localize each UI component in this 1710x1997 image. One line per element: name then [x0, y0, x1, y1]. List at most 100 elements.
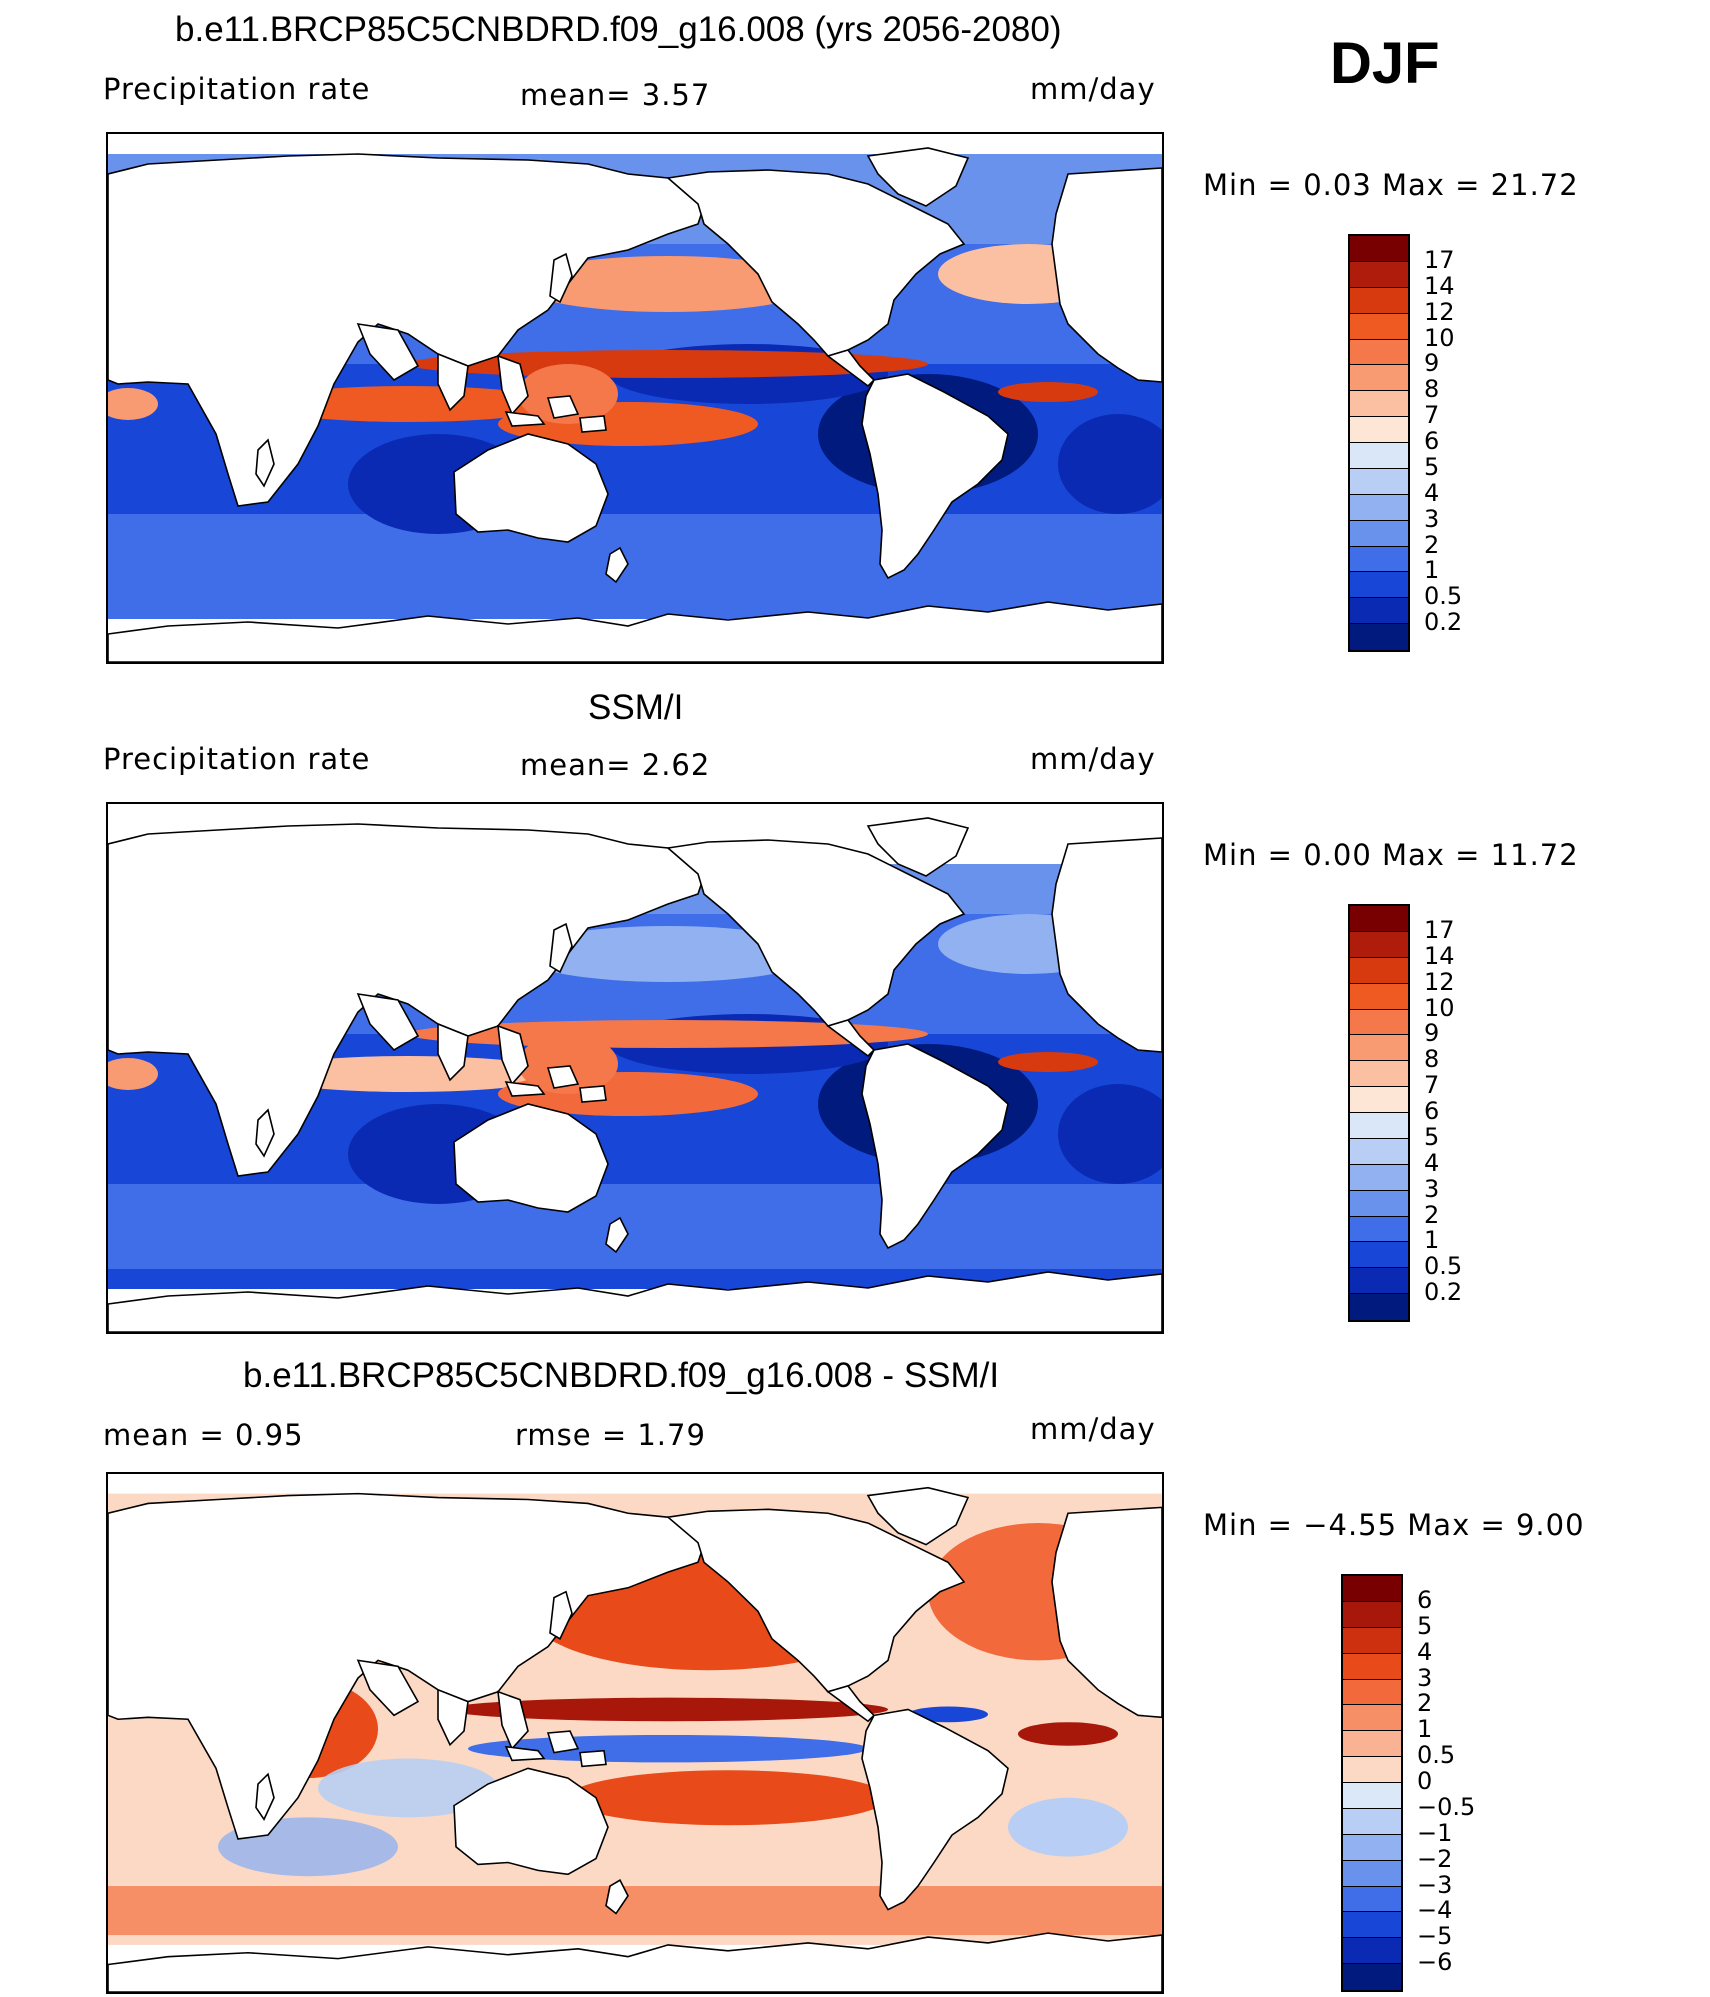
- warm-pool: [518, 1034, 618, 1094]
- color-scale-tick-label: 10: [1424, 323, 1455, 352]
- color-scale-swatch: [1350, 931, 1408, 958]
- warm-pool: [518, 364, 618, 424]
- color-scale-tick-label: 17: [1424, 915, 1455, 944]
- color-scale-tick-label: 0.2: [1424, 608, 1463, 637]
- color-scale-tick-label: 14: [1424, 271, 1455, 300]
- color-scale-swatch: [1343, 1860, 1401, 1887]
- color-scale-tick-label: −1: [1417, 1818, 1453, 1847]
- color-scale: [1348, 234, 1410, 652]
- color-scale-swatch: [1350, 1035, 1408, 1062]
- color-scale-tick-label: 5: [1424, 1122, 1440, 1151]
- color-scale-swatch: [1350, 365, 1408, 392]
- min-max-label: Min = 0.03 Max = 21.72: [1203, 168, 1579, 202]
- color-scale-swatch: [1350, 443, 1408, 469]
- mean-label: mean= 3.57: [520, 78, 711, 112]
- color-scale-swatch: [1343, 1679, 1401, 1706]
- color-scale-swatch: [1350, 520, 1408, 547]
- color-scale-swatch: [1350, 598, 1408, 625]
- negative-anomaly: [908, 1706, 988, 1723]
- color-scale-swatch: [1350, 1164, 1408, 1191]
- color-scale-tick-label: 8: [1424, 375, 1440, 404]
- color-scale-swatch: [1350, 1009, 1408, 1036]
- color-scale-tick-label: 0.5: [1424, 582, 1463, 611]
- itcz-band: [258, 1056, 558, 1092]
- color-scale-tick-label: 3: [1417, 1663, 1433, 1692]
- color-scale-tick-label: 17: [1424, 245, 1455, 274]
- positive-anomaly: [448, 1697, 888, 1722]
- color-scale-swatch: [1350, 468, 1408, 495]
- color-scale-swatch: [1343, 1938, 1401, 1965]
- color-scale-tick-label: 7: [1424, 1071, 1440, 1100]
- color-scale-tick-label: 6: [1424, 1097, 1440, 1125]
- color-scale-swatch: [1350, 624, 1408, 650]
- color-scale-tick-label: −5: [1417, 1922, 1453, 1951]
- itcz-band: [258, 386, 558, 422]
- color-scale-tick-label: 10: [1424, 993, 1455, 1022]
- color-scale-swatch: [1350, 1294, 1408, 1320]
- color-scale-swatch: [1350, 261, 1408, 288]
- color-scale-tick-label: 1: [1424, 1226, 1440, 1255]
- color-scale-tick-label: 8: [1424, 1045, 1440, 1074]
- panel-title: b.e11.BRCP85C5CNBDRD.f09_g16.008 (yrs 20…: [175, 10, 1062, 49]
- precip-map: [106, 132, 1164, 664]
- difference-field: [108, 1486, 1162, 1992]
- color-scale-swatch: [1350, 572, 1408, 599]
- color-scale-tick-label: 9: [1424, 1019, 1440, 1048]
- difference-map: [106, 1472, 1164, 1994]
- itcz-band: [108, 1058, 158, 1090]
- color-scale-tick-label: −2: [1417, 1844, 1453, 1873]
- units-label: mm/day: [1030, 72, 1156, 106]
- panel-title: b.e11.BRCP85C5CNBDRD.f09_g16.008 - SSM/I: [243, 1356, 1000, 1395]
- color-scale-swatch: [1350, 313, 1408, 340]
- atlantic-itcz: [998, 382, 1098, 402]
- positive-anomaly: [1018, 1722, 1118, 1746]
- season-label: DJF: [1330, 31, 1440, 96]
- color-scale-tick-label: 5: [1417, 1611, 1433, 1640]
- color-scale-tick-label: 6: [1424, 427, 1440, 455]
- color-scale-swatch: [1350, 494, 1408, 521]
- color-scale-tick-label: 0.5: [1417, 1741, 1456, 1770]
- color-scale-swatch: [1350, 417, 1408, 443]
- color-scale-tick-label: −6: [1417, 1948, 1453, 1977]
- min-max-label: Min = −4.55 Max = 9.00: [1203, 1508, 1585, 1542]
- storm-track: [518, 926, 818, 982]
- color-scale-tick-label: 2: [1424, 1200, 1440, 1229]
- color-scale-swatch: [1350, 546, 1408, 573]
- variable-label: Precipitation rate: [103, 742, 371, 776]
- color-scale-swatch: [1350, 1216, 1408, 1243]
- precip-field: [108, 804, 1162, 1332]
- color-scale-tick-label: 0: [1417, 1767, 1433, 1795]
- storm-track: [518, 256, 818, 312]
- southern-ocean-anomaly: [108, 1886, 1162, 1936]
- color-scale-swatch: [1343, 1912, 1401, 1939]
- mean-label: mean= 2.62: [520, 748, 711, 782]
- color-scale-swatch: [1350, 957, 1408, 984]
- color-scale-swatch: [1343, 1783, 1401, 1809]
- color-scale-swatch: [1343, 1653, 1401, 1680]
- color-scale-tick-label: 12: [1424, 297, 1455, 326]
- color-scale-swatch: [1350, 1087, 1408, 1113]
- color-scale-swatch: [1350, 1138, 1408, 1165]
- color-scale-swatch: [1343, 1627, 1401, 1654]
- itcz-band: [108, 388, 158, 420]
- color-scale-swatch: [1343, 1808, 1401, 1835]
- color-scale-tick-label: 12: [1424, 967, 1455, 996]
- color-scale: [1348, 904, 1410, 1322]
- color-scale: [1341, 1574, 1403, 1992]
- color-scale-tick-label: −4: [1417, 1896, 1453, 1925]
- panel-title: SSM/I: [588, 688, 684, 727]
- dry-region: [1058, 1084, 1162, 1184]
- color-scale-tick-label: 1: [1417, 1715, 1433, 1744]
- color-scale-swatch: [1350, 906, 1408, 932]
- color-scale-tick-label: 7: [1424, 401, 1440, 430]
- precip-map: [106, 802, 1164, 1334]
- color-scale-swatch: [1350, 1268, 1408, 1295]
- color-scale-swatch: [1343, 1576, 1401, 1602]
- color-scale-tick-label: 2: [1424, 530, 1440, 559]
- color-scale-swatch: [1350, 1061, 1408, 1088]
- color-scale-swatch: [1343, 1757, 1401, 1783]
- color-scale-tick-label: 3: [1424, 1174, 1440, 1203]
- color-scale-tick-label: 6: [1417, 1585, 1433, 1614]
- ocean-band: [108, 514, 1162, 604]
- color-scale-swatch: [1350, 236, 1408, 262]
